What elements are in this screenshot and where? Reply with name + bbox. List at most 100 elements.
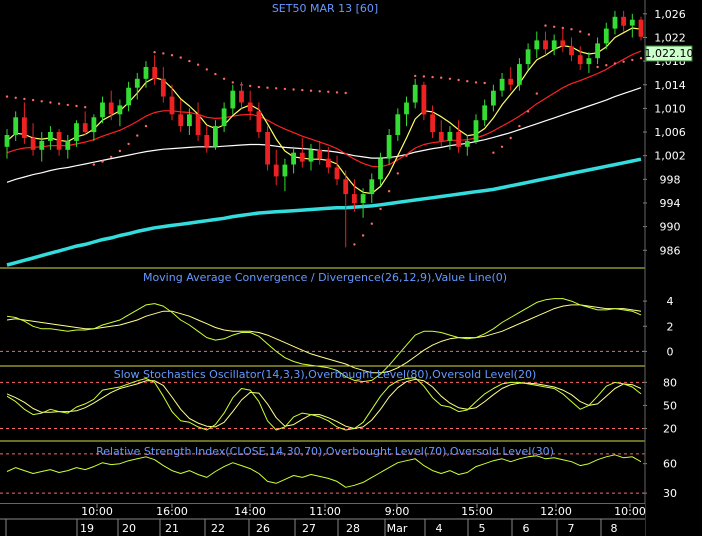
time-axis-date-label: 8 — [611, 522, 618, 535]
price-tick-label: 1,010 — [654, 102, 686, 115]
candle-body — [430, 114, 435, 132]
sar-dot — [214, 72, 217, 76]
candle-body — [100, 102, 105, 118]
sar-dot — [266, 86, 269, 89]
candle-body — [360, 194, 366, 203]
candle-body — [378, 158, 383, 180]
candle-body — [317, 149, 323, 159]
sar-dot — [170, 54, 174, 57]
candle-body — [629, 19, 635, 26]
candle-body — [456, 132, 461, 147]
time-axis-date-label: 22 — [211, 522, 225, 535]
macd-lines — [6, 298, 642, 383]
candle-body — [577, 55, 583, 65]
price-panel[interactable]: SET50 MAR 13 [60] 1,0261,0221,0181,0141,… — [4, 2, 694, 267]
candle-body — [187, 114, 192, 127]
sar-dot — [231, 81, 234, 84]
stochastic-tick-label: 50 — [663, 399, 677, 412]
ma-long-series — [6, 157, 642, 267]
rsi-line — [6, 454, 642, 488]
sar-dot — [275, 87, 278, 90]
rsi-panel-label: Relative Strength Index(CLOSE,14,30,70),… — [96, 445, 554, 458]
candle-body — [195, 114, 201, 135]
sar-dot — [526, 110, 530, 113]
candle-body — [169, 96, 175, 115]
sar-dot — [405, 154, 408, 157]
sar-dot — [387, 190, 391, 193]
price-tick-label: 1,026 — [654, 8, 686, 21]
sar-dot — [379, 207, 382, 211]
sar-dot — [196, 63, 200, 66]
candle-body — [160, 78, 166, 97]
stochastic-tick-label: 20 — [663, 423, 677, 436]
candle-body — [56, 132, 62, 150]
macd-tick-label: 2 — [667, 320, 674, 333]
candle-body — [91, 117, 97, 133]
sar-dot — [466, 80, 469, 83]
candle-body — [386, 135, 392, 159]
time-axis-date-label: Mar — [387, 522, 408, 535]
candle-body — [508, 78, 514, 85]
ma-long-line — [6, 157, 642, 267]
ma-mid-line — [6, 50, 642, 168]
time-axis-time-label: 10:00 — [81, 505, 113, 518]
sar-dot — [561, 26, 564, 30]
time-axis-date-label: 26 — [256, 522, 270, 535]
time-axis-time-label: 10:00 — [614, 505, 646, 518]
parabolic-sar — [5, 24, 643, 246]
stochastic-tick-label: 80 — [663, 376, 677, 389]
stochastic-lines — [6, 377, 642, 431]
price-tick-label: 1,014 — [654, 79, 686, 92]
sar-dot — [127, 142, 130, 146]
sar-dot — [622, 60, 625, 63]
candle-body — [352, 194, 357, 203]
candle-body — [143, 67, 149, 79]
time-axis-date-label: 28 — [346, 522, 360, 535]
sar-dot — [344, 91, 347, 95]
macd-tick-label: 0 — [667, 345, 674, 358]
time-axis-time-label: 9:00 — [385, 505, 410, 518]
candle-body — [464, 140, 470, 147]
sar-dot — [544, 24, 547, 27]
candle-body — [126, 87, 131, 106]
price-tick-label: 994 — [660, 197, 681, 210]
sar-dot — [370, 222, 373, 225]
candle-body — [473, 120, 479, 141]
sar-dot — [144, 124, 148, 128]
sar-dot — [448, 77, 452, 81]
rsi-axis: 60 30 — [643, 458, 677, 500]
sar-dot — [153, 51, 156, 54]
sar-dot — [440, 76, 443, 79]
sar-dot — [587, 33, 591, 36]
candle-body — [551, 40, 557, 50]
sar-dot — [110, 155, 113, 159]
ma-mid-series — [6, 50, 642, 168]
candle-body — [65, 140, 71, 150]
sar-dot — [492, 151, 495, 154]
sar-dot — [570, 28, 573, 31]
candle-body — [621, 16, 626, 26]
stochastic-panel[interactable]: Slow Stochastics Oscillator(14,3,3),Over… — [0, 368, 677, 436]
sar-dot — [535, 92, 538, 95]
rsi-tick-label: 60 — [663, 458, 677, 471]
candle-body — [395, 114, 401, 135]
macd-panel[interactable]: Moving Average Convergence / Divergence(… — [0, 271, 674, 383]
sar-dot — [162, 52, 165, 55]
sar-dot — [292, 88, 295, 91]
candle-body — [239, 90, 244, 103]
rsi-panel[interactable]: Relative Strength Index(CLOSE,14,30,70),… — [0, 445, 677, 500]
candle-body — [273, 164, 279, 177]
rsi-series — [6, 454, 642, 488]
sar-dot — [57, 102, 61, 105]
candle-body — [82, 123, 88, 133]
sar-dot — [136, 134, 139, 137]
candle-body — [334, 167, 340, 180]
time-axis-date-label: 20 — [122, 522, 136, 535]
candle-body — [404, 102, 409, 115]
macd-tick-label: 4 — [667, 295, 674, 308]
time-axis-time-label: 14:00 — [234, 505, 266, 518]
sar-dot — [518, 124, 521, 128]
candle-body — [343, 179, 349, 195]
time-axis-time-label: 11:00 — [309, 505, 341, 518]
